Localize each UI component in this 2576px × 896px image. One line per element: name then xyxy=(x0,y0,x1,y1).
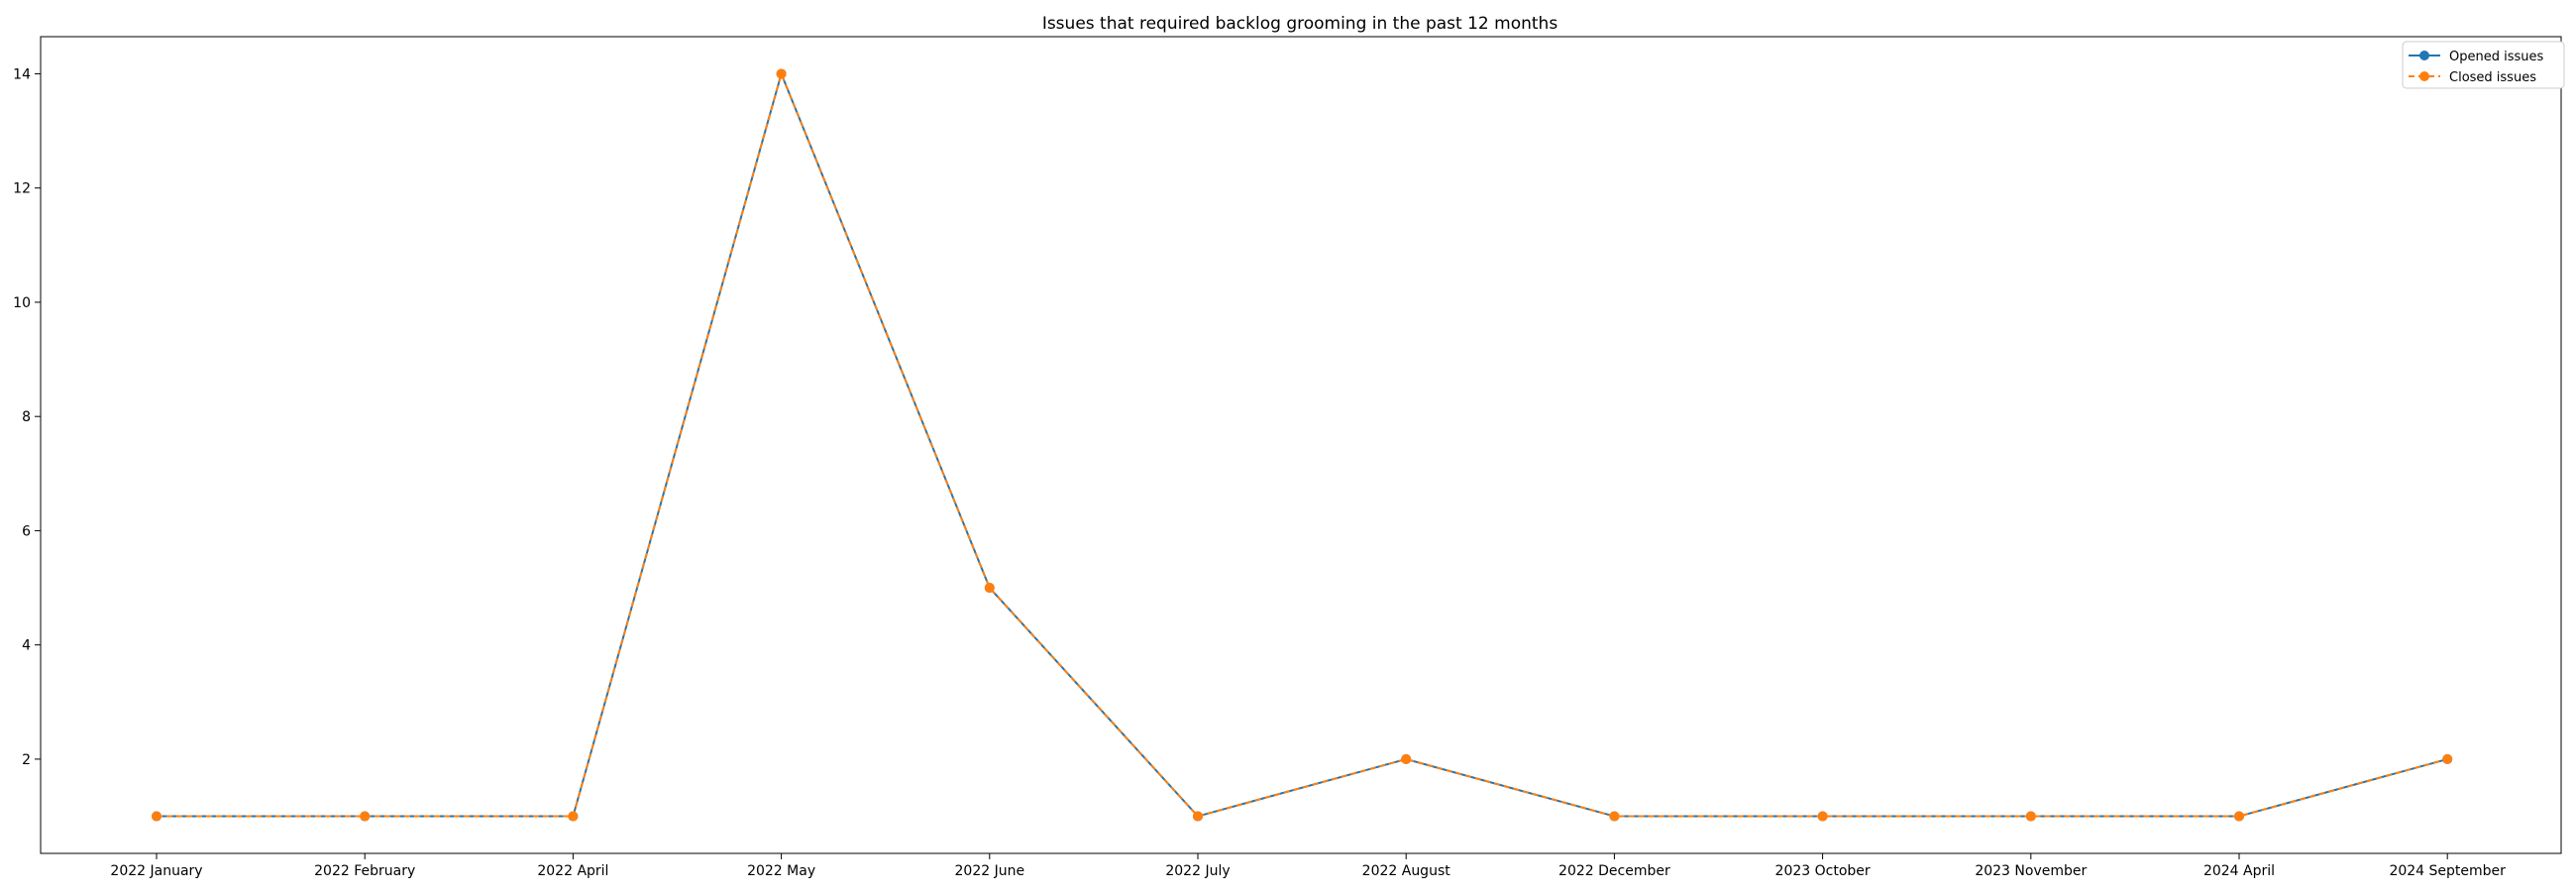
y-tick-label: 12 xyxy=(13,181,31,197)
data-point-closed xyxy=(1609,811,1620,822)
data-point-closed xyxy=(1817,811,1828,822)
y-tick-label: 4 xyxy=(22,638,31,654)
data-point-closed xyxy=(2442,753,2453,764)
x-tick-label: 2024 April xyxy=(2203,863,2275,879)
legend: Opened issues Closed issues xyxy=(2402,41,2565,89)
data-point-closed xyxy=(152,811,161,822)
data-point-closed xyxy=(1193,811,1203,822)
data-point-closed xyxy=(776,68,787,79)
data-point-closed xyxy=(2234,811,2244,822)
x-tick-label: 2022 May xyxy=(747,863,815,879)
x-tick-label: 2022 July xyxy=(1165,863,1230,879)
y-tick-label: 6 xyxy=(22,523,31,539)
series-line-opened xyxy=(157,70,2448,818)
plot-area xyxy=(40,36,2562,854)
x-tick-label: 2022 April xyxy=(537,863,608,879)
data-point-closed xyxy=(1401,753,1412,764)
x-tick-label: 2022 August xyxy=(1362,863,1451,879)
y-axis: 2 4 6 8 10 12 14 xyxy=(13,66,41,768)
x-axis: 2022 January 2022 February 2022 April 2022 … xyxy=(110,853,2506,879)
legend-box xyxy=(2402,41,2565,89)
x-tick-label: 2023 November xyxy=(1975,863,2087,879)
legend-label-closed: Closed issues xyxy=(2449,70,2536,85)
x-tick-label: 2023 October xyxy=(1775,863,1871,879)
legend-item-closed: Closed issues xyxy=(2409,70,2536,85)
data-point-closed xyxy=(568,811,579,822)
series-layer xyxy=(152,68,2453,822)
legend-label-opened: Opened issues xyxy=(2449,50,2543,64)
y-tick-label: 14 xyxy=(13,66,31,82)
data-point-closed xyxy=(360,811,371,822)
legend-marker-opened-icon xyxy=(2419,51,2429,60)
y-tick-label: 2 xyxy=(22,752,31,768)
series-line-closed xyxy=(157,70,2448,818)
x-tick-label: 2024 September xyxy=(2389,863,2506,879)
plot-frame xyxy=(40,36,2562,854)
legend-marker-closed-icon xyxy=(2419,71,2429,81)
chart-title: Issues that required backlog grooming in… xyxy=(1042,14,1558,34)
x-tick-label: 2022 December xyxy=(1558,863,1670,879)
data-point-closed xyxy=(2025,811,2036,822)
x-tick-label: 2022 January xyxy=(110,863,202,879)
y-tick-label: 10 xyxy=(13,295,31,311)
legend-item-opened: Opened issues xyxy=(2409,50,2543,64)
x-tick-label: 2022 February xyxy=(314,863,415,879)
x-tick-label: 2022 June xyxy=(955,863,1025,879)
data-point-closed xyxy=(984,583,995,594)
y-tick-label: 8 xyxy=(22,409,31,425)
